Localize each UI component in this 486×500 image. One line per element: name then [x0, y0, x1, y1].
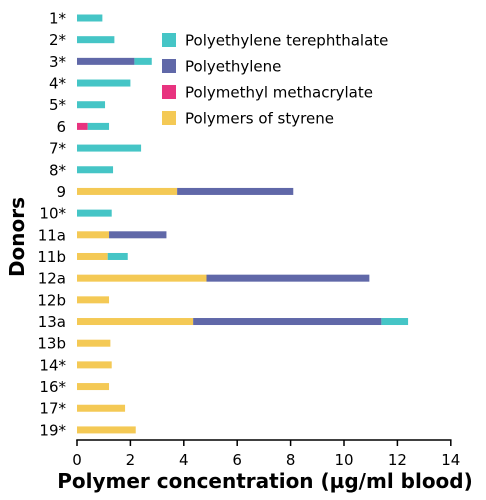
x-tick-label: 12: [388, 451, 407, 469]
donor-label: 9: [56, 183, 66, 201]
bar-segment-polymers-of-styrene: [77, 296, 110, 304]
legend-swatch-polymethyl-methacrylate: [162, 85, 176, 99]
bar-segment-polyethylene-terephthalate: [87, 122, 110, 130]
bar-segment-polyethylene-terephthalate: [77, 79, 131, 87]
x-tick-label: 10: [334, 451, 353, 469]
y-axis-title: Donors: [5, 197, 29, 277]
bar-segment-polymers-of-styrene: [77, 252, 108, 260]
donor-label: 1*: [49, 10, 67, 28]
bar-segment-polymers-of-styrene: [77, 274, 207, 282]
bar-segment-polymers-of-styrene: [77, 339, 111, 347]
legend-label-polyethylene: Polyethylene: [185, 58, 281, 76]
bar-segment-polyethylene-terephthalate: [134, 57, 152, 65]
bar-segment-polyethylene: [193, 318, 382, 326]
x-tick-label: 4: [179, 451, 189, 469]
bar-segment-polymers-of-styrene: [77, 426, 136, 434]
bar-segment-polymers-of-styrene: [77, 231, 110, 239]
x-tick-label: 0: [72, 451, 82, 469]
x-tick-label: 8: [286, 451, 296, 469]
donor-label: 13b: [37, 335, 66, 353]
donor-label: 6: [56, 118, 66, 136]
x-axis-title: Polymer concentration (µg/ml blood): [57, 469, 473, 493]
donor-label: 2*: [49, 31, 67, 49]
donor-label: 12a: [38, 270, 66, 288]
donor-label: 17*: [39, 400, 66, 418]
bar-segment-polyethylene: [77, 57, 135, 65]
legend-swatch-polyethylene-terephthalate: [162, 33, 176, 47]
donor-label: 5*: [49, 96, 67, 114]
donor-label: 14*: [39, 356, 66, 374]
legend-swatch-polymers-of-styrene: [162, 111, 176, 125]
bar-segment-polymers-of-styrene: [77, 404, 126, 412]
legend-label-polymethyl-methacrylate: Polymethyl methacrylate: [185, 84, 373, 102]
donor-label: 10*: [39, 205, 66, 223]
bar-segment-polyethylene-terephthalate: [381, 318, 409, 326]
donor-label: 19*: [39, 421, 66, 439]
donor-label: 7*: [49, 140, 67, 158]
bar-segment-polymethyl-methacrylate: [77, 122, 88, 130]
legend-label-polymers-of-styrene: Polymers of styrene: [185, 110, 334, 128]
bar-segment-polyethylene-terephthalate: [77, 101, 106, 109]
donor-label: 3*: [49, 53, 67, 71]
legend: Polyethylene terephthalate Polyethylene Po…: [162, 32, 388, 128]
bar-segment-polymers-of-styrene: [77, 187, 178, 195]
bar-segment-polymers-of-styrene: [77, 361, 112, 369]
bar-segment-polyethylene: [206, 274, 370, 282]
bar-segment-polyethylene-terephthalate: [77, 36, 115, 44]
x-tick-label: 6: [232, 451, 242, 469]
x-ticks-group: 0 2 4 6 8 10 12 14: [72, 440, 460, 469]
donor-label: 11b: [37, 248, 66, 266]
donor-label: 12b: [37, 291, 66, 309]
bar-segment-polymers-of-styrene: [77, 318, 194, 326]
donor-label: 13a: [38, 313, 66, 331]
bar-segment-polyethylene-terephthalate: [77, 14, 103, 22]
bar-segment-polyethylene-terephthalate: [77, 209, 112, 217]
donor-label: 4*: [49, 75, 67, 93]
bar-segment-polyethylene: [177, 187, 294, 195]
bar-segment-polyethylene-terephthalate: [77, 166, 114, 174]
donor-labels-group: 1* 2* 3* 4* 5* 6 7* 8* 9 10* 11a 11b 12a 12b 13a 13b 14*…: [37, 10, 66, 440]
bar-segment-polyethylene-terephthalate: [107, 252, 128, 260]
donor-label: 16*: [39, 378, 66, 396]
bar-segment-polyethylene: [109, 231, 167, 239]
legend-label-polyethylene-terephthalate: Polyethylene terephthalate: [185, 32, 388, 50]
bars-group: [77, 14, 409, 434]
x-tick-label: 14: [441, 451, 460, 469]
x-tick-label: 2: [126, 451, 136, 469]
bar-segment-polymers-of-styrene: [77, 383, 110, 391]
legend-swatch-polyethylene: [162, 59, 176, 73]
donor-label: 11a: [38, 226, 66, 244]
bar-segment-polyethylene-terephthalate: [77, 144, 142, 152]
donor-label: 8*: [49, 161, 67, 179]
